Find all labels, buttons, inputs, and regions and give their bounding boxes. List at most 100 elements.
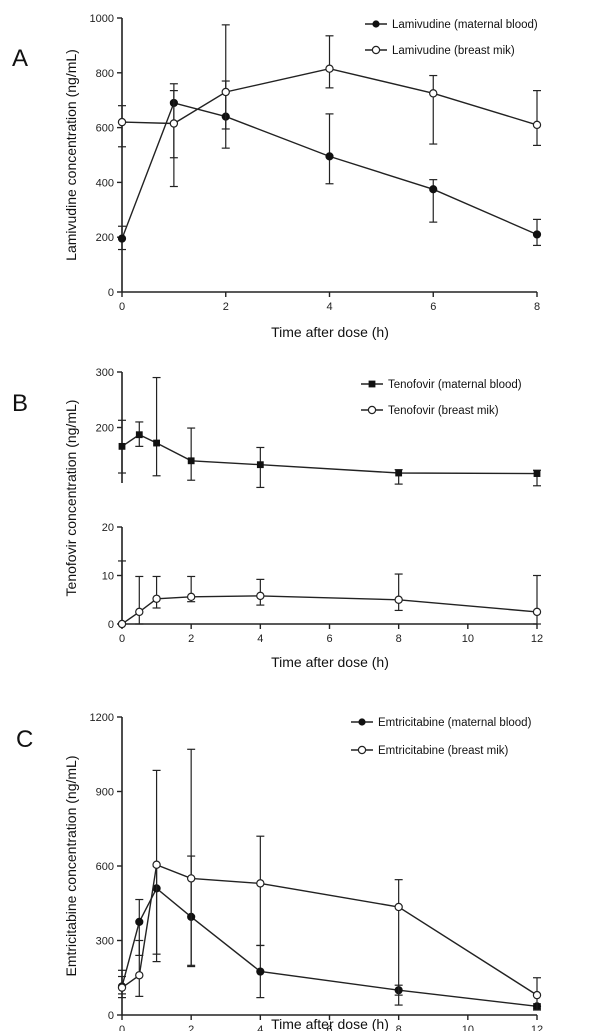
panel-letter: C [16, 726, 33, 753]
data-point [395, 469, 403, 477]
data-point [152, 860, 161, 869]
x-axis-label: Time after dose (h) [271, 324, 389, 340]
series-0: Emtricitabine (maternal blood) [117, 717, 542, 1011]
y-tick-label: 900 [96, 787, 114, 799]
panel-letter: B [12, 390, 28, 417]
legend-label: Tenofovir (breast mik) [388, 405, 499, 417]
legend-label: Emtricitabine (maternal blood) [378, 717, 532, 729]
x-axis-label: Time after dose (h) [271, 654, 389, 670]
x-tick-label: 12 [531, 1024, 543, 1031]
y-axis-label: Lamivudine concentration (ng/mL) [63, 49, 79, 261]
chart-panel-a: A 0 200 400 600 800 1000 0 2 4 6 8 Time after dose (… [12, 13, 542, 340]
data-point [532, 607, 542, 617]
y-tick-label: 400 [96, 177, 114, 189]
legend-marker [371, 45, 381, 55]
legend-marker [372, 20, 380, 28]
x-tick-label: 2 [223, 301, 229, 313]
legend-marker [357, 745, 367, 755]
series-line [121, 433, 538, 475]
data-point [256, 879, 265, 888]
legend-label: Lamivudine (maternal blood) [392, 19, 538, 31]
data-point [117, 983, 127, 992]
series-1: Tenofovir (breast mik) [117, 405, 542, 629]
series-line [121, 863, 538, 996]
data-point [135, 917, 144, 926]
data-point [117, 117, 127, 127]
x-tick-label: 12 [531, 633, 543, 645]
y-tick-label: 300 [96, 936, 114, 948]
data-point [221, 87, 230, 97]
series-1: Lamivudine (breast mik) [117, 24, 542, 159]
data-point [186, 592, 196, 602]
data-point [153, 439, 160, 447]
data-point [187, 457, 195, 465]
series-line [121, 67, 538, 126]
data-point [256, 591, 265, 601]
data-point [325, 152, 334, 161]
y-tick-label: 10 [102, 571, 114, 583]
chart-panel-c: C 0 300 600 900 1200 0 2 4 6 8 10 12 Time after dose … [16, 712, 543, 1031]
data-point [169, 119, 179, 128]
y-tick-label: 200 [96, 423, 114, 435]
x-tick-label: 0 [119, 633, 125, 645]
data-point [186, 874, 196, 883]
data-point [429, 89, 438, 98]
x-tick-label: 8 [534, 301, 540, 313]
y-tick-label: 20 [102, 522, 114, 534]
data-point [117, 234, 127, 243]
x-tick-label: 10 [462, 633, 474, 645]
x-tick-label: 8 [396, 1024, 402, 1031]
y-tick-label: 300 [96, 367, 114, 379]
data-point [256, 461, 264, 469]
data-point [533, 470, 541, 477]
y-tick-label: 600 [96, 861, 114, 873]
series-line [121, 102, 538, 239]
data-point [135, 971, 144, 980]
y-tick-label: 0 [108, 1010, 114, 1022]
legend-marker [358, 718, 366, 726]
data-point [532, 120, 542, 130]
x-tick-label: 2 [188, 1024, 194, 1031]
y-tick-label: 1000 [90, 13, 114, 25]
y-tick-label: 200 [96, 232, 114, 244]
x-tick-label: 4 [257, 1024, 263, 1031]
data-point [118, 442, 126, 450]
y-tick-label: 0 [108, 287, 114, 299]
series-line [121, 595, 538, 625]
y-tick-label: 600 [96, 123, 114, 135]
x-tick-label: 4 [257, 633, 263, 645]
data-point [532, 230, 542, 239]
legend-label: Lamivudine (breast mik) [392, 45, 515, 57]
panel-letter: A [12, 45, 28, 72]
y-axis-label: Emtricitabine concentration (ng/mL) [63, 756, 79, 977]
x-tick-label: 0 [119, 301, 125, 313]
data-point [135, 607, 144, 617]
x-tick-label: 6 [326, 1024, 332, 1031]
series-line [121, 887, 538, 1007]
data-point [532, 990, 542, 1000]
x-tick-label: 6 [326, 633, 332, 645]
x-tick-label: 4 [326, 301, 332, 313]
legend-label: Tenofovir (maternal blood) [388, 379, 522, 391]
y-tick-label: 0 [108, 619, 114, 631]
series-0: Tenofovir (maternal blood) [118, 376, 541, 489]
series-1: Emtricitabine (breast mik) [117, 745, 542, 1011]
data-point [117, 619, 127, 629]
data-point [429, 185, 438, 194]
x-tick-label: 0 [119, 1024, 125, 1031]
legend-marker [368, 380, 376, 388]
legend-marker [367, 405, 377, 415]
y-tick-label: 800 [96, 68, 114, 80]
x-tick-label: 10 [462, 1024, 474, 1031]
x-tick-label: 2 [188, 633, 194, 645]
data-point [325, 64, 334, 73]
data-point [152, 594, 161, 603]
y-tick-label: 1200 [90, 712, 114, 724]
legend-label: Emtricitabine (breast mik) [378, 745, 509, 757]
x-tick-label: 8 [396, 633, 402, 645]
y-axis-label: Tenofovir concentration (ng/mL) [63, 400, 79, 597]
data-point [394, 902, 403, 912]
x-axis-label: Time after dose (h) [271, 1016, 389, 1031]
